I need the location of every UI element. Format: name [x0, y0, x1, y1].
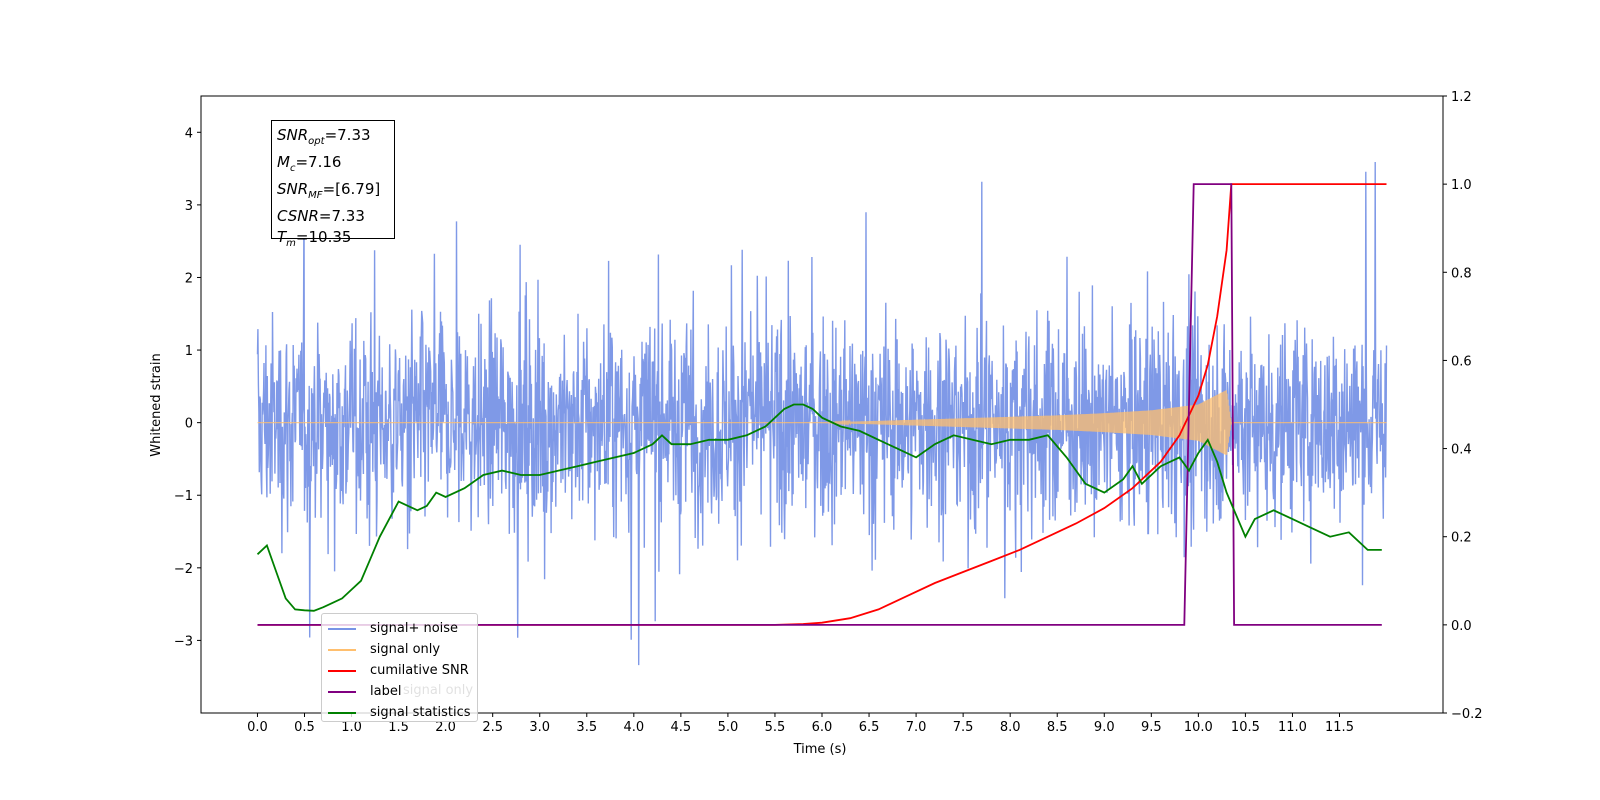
x-tick-label: 10.0 — [1184, 720, 1213, 735]
y-left-tick-label: −3 — [174, 634, 193, 649]
x-tick-label: 3.0 — [529, 720, 550, 735]
x-tick-label: 6.5 — [859, 720, 880, 735]
series-cumilative-snr — [257, 183, 1387, 626]
y-axis-right-ticks: 1.2 1.0 0.8 0.6 0.4 0.2 0.0 −0.2 — [1443, 90, 1483, 722]
series-signal-statistics — [256, 403, 1382, 612]
x-tick-label: 4.0 — [623, 720, 644, 735]
series-label — [257, 183, 1382, 626]
x-tick-label: 5.0 — [718, 720, 739, 735]
x-tick-label: 0.5 — [294, 720, 315, 735]
x-tick-label: 11.0 — [1278, 720, 1307, 735]
y-axis-left-label: Whitened strain — [149, 353, 164, 456]
annotation-line-tm: Tm=10.35 — [277, 228, 352, 249]
x-tick-label: 8.5 — [1047, 720, 1068, 735]
y-right-tick-label: 0.6 — [1451, 354, 1472, 369]
chart-legend: signal+ noise signal only cumilative SNR… — [321, 613, 478, 722]
stats-annotation-box: SNRopt=7.33 Mc=7.16 SNRMF=[6.79] CSNR=7.… — [271, 120, 395, 249]
legend-swatch — [328, 627, 356, 630]
y-left-tick-label: 3 — [185, 199, 193, 214]
y-right-tick-label: 0.4 — [1451, 443, 1472, 458]
annotation-line-snr-opt: SNRopt=7.33 — [277, 126, 371, 147]
y-left-tick-label: −1 — [174, 489, 193, 504]
x-axis-label: Time (s) — [793, 742, 847, 757]
legend-ghost-text: signal only — [403, 683, 474, 698]
x-axis-ticks: 0.0 0.5 1.0 1.5 2.0 2.5 3.0 3.5 4.0 4.5 5.0 5.5 6.0 6… — [247, 713, 1354, 735]
x-tick-label: 3.5 — [576, 720, 597, 735]
legend-item-signal-noise: signal+ noise — [328, 618, 477, 639]
legend-item-signal-statistics: signal statistics — [328, 702, 477, 723]
x-tick-label: 9.5 — [1141, 720, 1162, 735]
x-tick-label: 0.0 — [247, 720, 268, 735]
x-tick-label: 7.0 — [906, 720, 927, 735]
legend-item-label: label signal only — [328, 681, 477, 702]
x-tick-label: 8.0 — [1000, 720, 1021, 735]
y-left-tick-label: 0 — [185, 417, 193, 432]
x-tick-label: 1.5 — [388, 720, 409, 735]
x-tick-label: 4.5 — [671, 720, 692, 735]
x-tick-label: 2.0 — [435, 720, 456, 735]
y-left-tick-label: 1 — [185, 344, 193, 359]
y-right-tick-label: −0.2 — [1451, 707, 1483, 722]
y-left-tick-label: 2 — [185, 271, 193, 286]
y-right-tick-label: 1.0 — [1451, 178, 1472, 193]
legend-swatch — [328, 690, 356, 693]
x-tick-label: 1.0 — [341, 720, 362, 735]
legend-swatch — [328, 669, 356, 672]
annotation-line-csnr: CSNR=7.33 — [277, 207, 365, 225]
annotation-line-snr-mf: SNRMF=[6.79] — [277, 180, 381, 201]
legend-swatch — [328, 711, 356, 714]
y-left-tick-label: −2 — [174, 562, 193, 577]
y-axis-left-ticks: 4 3 2 1 0 −1 −2 −3 — [174, 126, 201, 649]
series-signal-only — [257, 390, 1387, 455]
x-tick-label: 10.5 — [1231, 720, 1260, 735]
y-right-tick-label: 1.2 — [1451, 90, 1472, 105]
legend-item-cumulative-snr: cumilative SNR — [328, 660, 477, 681]
x-tick-label: 5.5 — [765, 720, 786, 735]
y-right-tick-label: 0.0 — [1451, 619, 1472, 634]
x-tick-label: 11.5 — [1325, 720, 1354, 735]
x-tick-label: 9.0 — [1094, 720, 1115, 735]
legend-swatch — [328, 648, 356, 651]
x-tick-label: 6.0 — [812, 720, 833, 735]
x-tick-label: 2.5 — [482, 720, 503, 735]
y-right-tick-label: 0.8 — [1451, 266, 1472, 281]
legend-item-signal-only: signal only — [328, 639, 477, 660]
series-layer — [256, 161, 1388, 666]
x-tick-label: 7.5 — [953, 720, 974, 735]
y-left-tick-label: 4 — [185, 126, 193, 141]
y-right-tick-label: 0.2 — [1451, 531, 1472, 546]
annotation-line-mc: Mc=7.16 — [277, 153, 342, 174]
